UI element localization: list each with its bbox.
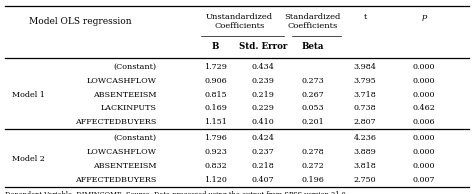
Text: 0.229: 0.229	[252, 105, 274, 113]
Text: ABSENTEEISM: ABSENTEEISM	[93, 91, 156, 99]
Text: 3.984: 3.984	[354, 63, 376, 71]
Text: 0.434: 0.434	[252, 63, 274, 71]
Text: 4.236: 4.236	[354, 134, 376, 142]
Text: Unstandardized
Coefficients: Unstandardized Coefficients	[206, 13, 273, 30]
Text: 0.738: 0.738	[354, 105, 376, 113]
Text: LOWCASHFLOW: LOWCASHFLOW	[86, 148, 156, 156]
Text: 2.750: 2.750	[354, 176, 376, 184]
Text: 0.196: 0.196	[301, 176, 324, 184]
Text: LOWCASHFLOW: LOWCASHFLOW	[86, 77, 156, 85]
Text: B: B	[212, 42, 219, 51]
Text: 0.815: 0.815	[204, 91, 227, 99]
Text: 1.120: 1.120	[204, 176, 227, 184]
Text: 0.273: 0.273	[301, 77, 324, 85]
Text: AFFECTEDBUYERS: AFFECTEDBUYERS	[75, 119, 156, 126]
Text: 3.818: 3.818	[354, 162, 376, 170]
Text: Dependent Variable: DIMINCOME. Source: Data processed using the output from SPSS: Dependent Variable: DIMINCOME. Source: D…	[5, 191, 347, 194]
Text: 0.000: 0.000	[413, 162, 436, 170]
Text: LACKINPUTS: LACKINPUTS	[100, 105, 156, 113]
Text: 3.718: 3.718	[354, 91, 376, 99]
Text: 0.006: 0.006	[413, 119, 436, 126]
Text: 1.796: 1.796	[204, 134, 227, 142]
Text: 0.000: 0.000	[413, 148, 436, 156]
Text: 1.151: 1.151	[204, 119, 227, 126]
Text: 0.169: 0.169	[204, 105, 227, 113]
Text: 0.219: 0.219	[252, 91, 274, 99]
Text: Std. Error: Std. Error	[239, 42, 287, 51]
Text: 0.424: 0.424	[252, 134, 274, 142]
Text: Model OLS regression: Model OLS regression	[29, 17, 132, 26]
Text: 2.807: 2.807	[354, 119, 376, 126]
Text: 0.000: 0.000	[413, 91, 436, 99]
Text: 3.795: 3.795	[354, 77, 376, 85]
Text: 0.239: 0.239	[252, 77, 274, 85]
Text: Beta: Beta	[301, 42, 324, 51]
Text: 0.000: 0.000	[413, 77, 436, 85]
Text: 0.201: 0.201	[301, 119, 324, 126]
Text: 0.272: 0.272	[301, 162, 324, 170]
Text: ABSENTEEISM: ABSENTEEISM	[93, 162, 156, 170]
Text: p: p	[421, 13, 427, 22]
Text: 0.267: 0.267	[301, 91, 324, 99]
Text: (Constant): (Constant)	[113, 63, 156, 71]
Text: 0.218: 0.218	[252, 162, 274, 170]
Text: AFFECTEDBUYERS: AFFECTEDBUYERS	[75, 176, 156, 184]
Text: Standardized
Coefficients: Standardized Coefficients	[285, 13, 341, 30]
Text: 3.889: 3.889	[354, 148, 376, 156]
Text: 1.729: 1.729	[204, 63, 227, 71]
Text: 0.000: 0.000	[413, 63, 436, 71]
Text: 0.407: 0.407	[252, 176, 274, 184]
Text: t: t	[363, 13, 367, 22]
Text: (Constant): (Constant)	[113, 134, 156, 142]
Text: Model 1: Model 1	[12, 91, 45, 99]
Text: 0.278: 0.278	[301, 148, 324, 156]
Text: 0.237: 0.237	[252, 148, 274, 156]
Text: Model 2: Model 2	[12, 155, 45, 163]
Text: 0.000: 0.000	[413, 134, 436, 142]
Text: 0.906: 0.906	[204, 77, 227, 85]
Text: 0.007: 0.007	[413, 176, 436, 184]
Text: 0.923: 0.923	[204, 148, 227, 156]
Text: 0.832: 0.832	[204, 162, 227, 170]
Text: 0.462: 0.462	[413, 105, 436, 113]
Text: 0.410: 0.410	[252, 119, 274, 126]
Text: 0.053: 0.053	[301, 105, 324, 113]
